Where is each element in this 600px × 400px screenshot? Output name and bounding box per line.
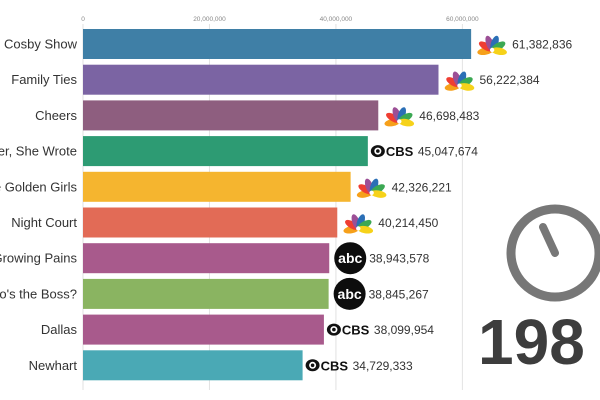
nbc-center — [397, 119, 402, 124]
nbc-logo-icon — [356, 178, 387, 198]
bar — [83, 207, 338, 238]
abc-logo-text: abc — [338, 250, 362, 266]
bar-row: Family Ties 56,222,384 — [11, 64, 540, 95]
abc-disc — [333, 277, 366, 310]
bar — [83, 29, 472, 59]
value-label: 34,729,333 — [353, 359, 413, 373]
nbc-feather — [370, 190, 387, 198]
bars-layer: The Cosby Show 61,382,836 Family Ties 56,22… — [0, 29, 573, 381]
nbc-feather — [398, 118, 415, 127]
bar-row: The Golden Girls 42,326,221 — [0, 171, 452, 202]
nbc-center — [356, 226, 361, 231]
category-label: Night Court — [11, 215, 77, 230]
bar — [83, 314, 324, 345]
value-label: 38,099,954 — [374, 323, 434, 337]
category-label: Growing Pains — [0, 251, 77, 266]
x-tick-label: 40,000,000 — [320, 16, 353, 23]
nbc-center — [457, 83, 462, 88]
x-tick-label: 0 — [81, 16, 85, 23]
clock-face — [506, 204, 600, 302]
clock-hand — [539, 223, 559, 257]
year-label: 198 — [478, 306, 585, 378]
bar-row: Who's the Boss? abc 38,845,267 — [0, 277, 429, 310]
bar — [83, 243, 330, 274]
nbc-logo-icon — [477, 35, 507, 56]
abc-logo-icon: abc — [333, 277, 366, 310]
cbs-eye-pupil — [376, 149, 380, 153]
bar — [83, 350, 303, 381]
bar — [83, 136, 368, 167]
abc-logo-icon: abc — [334, 242, 367, 275]
value-label: 61,382,836 — [512, 38, 572, 52]
category-label: The Cosby Show — [0, 37, 78, 52]
nbc-logo-icon — [384, 107, 415, 127]
x-tick-label: 60,000,000 — [446, 16, 479, 23]
value-label: 56,222,384 — [479, 73, 539, 87]
bar — [83, 64, 439, 95]
category-label: Who's the Boss? — [0, 286, 77, 301]
nbc-center — [489, 47, 495, 53]
value-label: 40,214,450 — [378, 216, 438, 230]
abc-logo-text: abc — [338, 286, 362, 302]
bar-row: Growing Pains abc 38,943,578 — [0, 242, 430, 275]
value-label: 45,047,674 — [418, 145, 478, 159]
x-tick-label: 20,000,000 — [193, 16, 226, 23]
category-label: Cheers — [35, 108, 77, 123]
category-label: Murder, She Wrote — [0, 144, 77, 159]
bar-row: Newhart CBS 34,729,333 — [29, 350, 413, 381]
nbc-logo-icon — [343, 214, 374, 234]
nbc-feather — [458, 83, 475, 91]
category-label: The Golden Girls — [0, 179, 77, 194]
clock-icon — [506, 204, 600, 302]
bar — [83, 100, 379, 131]
bar-row: Dallas CBS 38,099,954 — [41, 314, 434, 345]
category-label: Newhart — [29, 358, 78, 373]
cbs-logo-icon: CBS — [305, 358, 349, 373]
value-label: 46,698,483 — [419, 109, 479, 123]
abc-disc — [334, 242, 367, 275]
value-label: 38,943,578 — [369, 252, 429, 266]
value-label: 38,845,267 — [369, 287, 429, 301]
nbc-feather — [491, 47, 507, 56]
cbs-eye-pupil — [310, 363, 315, 368]
cbs-logo-icon: CBS — [370, 144, 414, 159]
bar-row: Murder, She Wrote CBS 45,047,674 — [0, 136, 478, 167]
bar-row: The Cosby Show 61,382,836 — [0, 29, 573, 59]
bar-row: Night Court 40,214,450 — [11, 207, 439, 238]
bar — [83, 278, 329, 309]
nbc-feather — [357, 225, 374, 234]
cbs-logo-icon: CBS — [326, 323, 370, 338]
value-label: 42,326,221 — [392, 180, 452, 194]
cbs-logo-text: CBS — [321, 358, 349, 373]
cbs-eye-pupil — [332, 327, 336, 332]
category-label: Family Ties — [11, 72, 77, 87]
category-label: Dallas — [41, 322, 78, 337]
cbs-logo-text: CBS — [342, 323, 370, 338]
bar-row: Cheers 46,698,483 — [35, 100, 480, 131]
nbc-logo-icon — [444, 71, 475, 91]
nbc-center — [369, 190, 374, 195]
cbs-logo-text: CBS — [386, 144, 414, 159]
bar — [83, 171, 351, 202]
